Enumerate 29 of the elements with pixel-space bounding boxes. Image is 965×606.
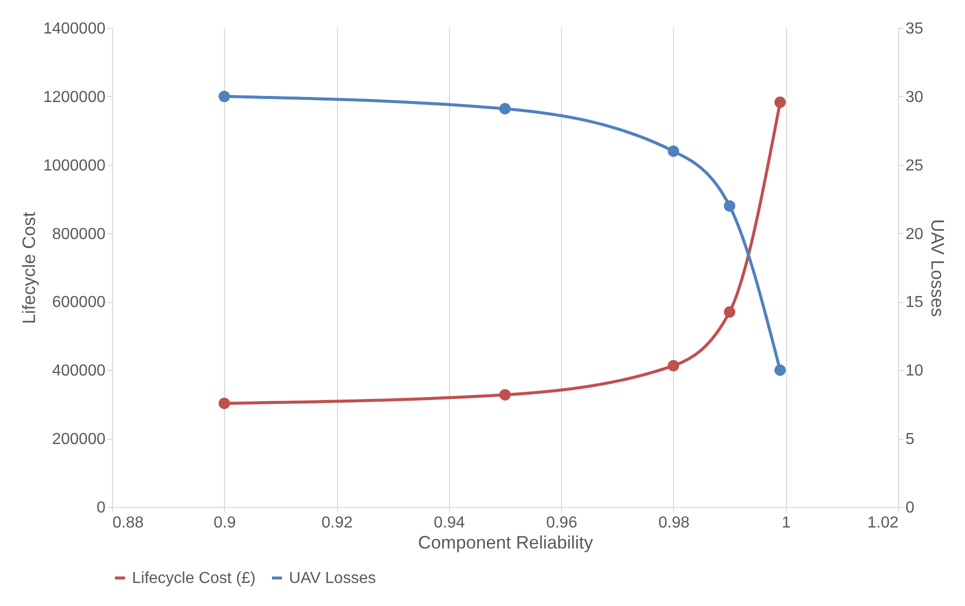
x-tick-label: 0.96	[546, 514, 578, 532]
y2-tick-label: 35	[906, 20, 924, 38]
y2-tick-label: 25	[906, 157, 924, 174]
x-tick-label: 1.02	[867, 514, 899, 532]
x-tick-label: 0.92	[322, 514, 353, 532]
y-tick-label: 1000000	[43, 157, 106, 174]
y-tick-label: 600000	[52, 294, 106, 312]
y-axis-title: Lifecycle Cost	[19, 212, 40, 324]
x-tick-label: 0.98	[658, 514, 690, 532]
y-tick-label: 800000	[52, 226, 106, 243]
y-tick-label: 1200000	[43, 88, 106, 106]
x-tick-label: 1	[782, 514, 791, 532]
x-axis-title: Component Reliability	[418, 532, 594, 552]
legend-label: UAV Losses	[289, 570, 376, 587]
legend-label: Lifecycle Cost (£)	[132, 570, 256, 587]
x-tick-label: 0.9	[214, 514, 236, 532]
y-tick-label: 400000	[52, 362, 106, 380]
y-tick-label: 200000	[52, 431, 106, 448]
y2-tick-label: 30	[906, 88, 924, 106]
y2-tick-label: 0	[906, 500, 914, 516]
y2-axis-title: UAV Losses	[927, 219, 948, 317]
y-tick-label: 0	[96, 500, 106, 516]
y2-tick-label: 5	[906, 431, 914, 448]
x-tick-label: 0.88	[112, 514, 144, 532]
x-tick-label: 0.94	[434, 514, 466, 532]
y-tick-label: 1400000	[43, 20, 106, 38]
y2-tick-label: 15	[906, 294, 924, 312]
y2-tick-label: 10	[906, 362, 924, 380]
y2-tick-label: 20	[906, 226, 924, 243]
